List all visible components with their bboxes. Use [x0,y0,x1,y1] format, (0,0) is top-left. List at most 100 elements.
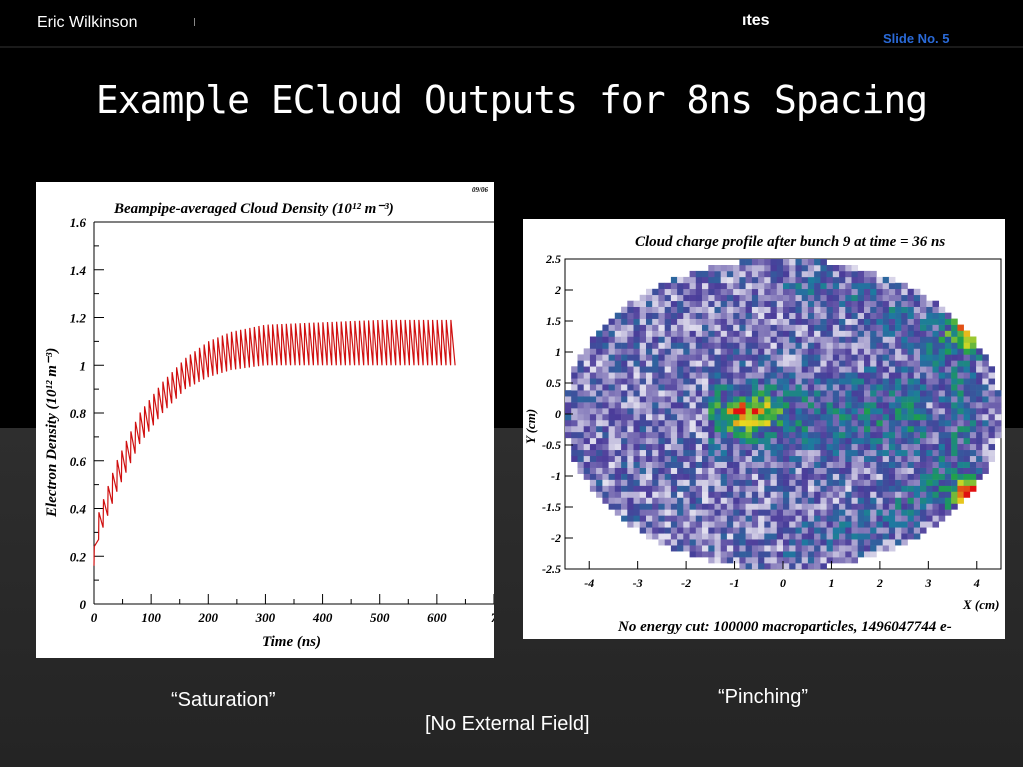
chart2-cell [776,384,784,391]
chart2-cell [938,330,946,337]
chart2-cell [708,533,715,540]
charge-profile-chart: Cloud charge profile after bunch 9 at ti… [523,234,1002,635]
chart2-cell [627,515,634,522]
chart2-cell [851,414,859,421]
chart2-cell [882,485,890,492]
chart2-y-tick-label: 2 [554,283,561,297]
chart2-cell [720,479,728,486]
chart2-cell [577,366,585,373]
chart2-cell [602,348,609,355]
chart2-cell [776,437,784,445]
chart2-cell [938,437,946,445]
chart2-cell [801,503,809,510]
chart2-cell [783,449,790,457]
chart2-cell [614,420,622,427]
chart2-cell [932,300,940,307]
chart2-cell [758,276,765,284]
chart2-cell [708,390,715,397]
chart2-cell [689,479,697,486]
chart2-cell [789,396,796,403]
chart2-cell [801,270,809,278]
chart2-cell [745,318,753,325]
chart2-cell [814,455,821,462]
chart2-cell [864,431,871,439]
chart2-cell [589,443,597,451]
chart2-cell [726,467,734,474]
chart2-cell [627,443,634,451]
chart2-cell [832,265,840,272]
chart2-cell [652,402,659,409]
chart2-cell [770,479,778,486]
chart2-cell [876,402,883,409]
chart2-cell [789,509,796,516]
chart2-cell [652,425,659,433]
chart2-cell [839,455,846,462]
chart2-cell [832,485,840,492]
chart2-cell [807,336,815,343]
chart2-cell [807,300,815,307]
chart2-cell [963,473,971,480]
chart2-cell [708,473,715,480]
chart2-cell [926,425,933,433]
chart2-cell [751,342,759,349]
chart2-cell [714,306,722,313]
chart2-cell [957,336,964,343]
chart2-cell [864,306,871,313]
chart2-cell [901,431,908,439]
chart2-cell [895,521,902,528]
chart2-cell [758,342,765,349]
chart2-cell [851,539,859,546]
chart2-cell [801,509,809,516]
chart2-cell [627,509,634,516]
chart2-cell [677,360,684,367]
chart2-cell [702,491,709,498]
chart2-cell [938,342,946,349]
chart2-cell [901,437,908,445]
chart2-cell [733,324,740,331]
chart2-cell [770,360,778,367]
chart2-cell [714,527,722,534]
chart2-cell [664,515,672,522]
chart2-cell [870,276,877,284]
chart2-cell [751,449,759,457]
chart2-cell [907,509,915,516]
chart2-cell [944,408,952,415]
chart2-cell [820,461,827,468]
chart2-cell [639,348,647,355]
chart2-cell [870,366,877,373]
chart2-cell [951,437,958,445]
chart2-cell [776,533,784,540]
chart2-cell [764,443,771,451]
chart2-cell [621,348,628,355]
chart2-cell [807,306,815,313]
chart2-cell [708,384,715,391]
chart2-cell [851,318,859,325]
chart2-x-tick-label: 2 [876,576,883,590]
chart2-cell [708,455,715,462]
chart2-cell [720,539,728,546]
chart2-cell [726,443,734,451]
chart2-cell [807,342,815,349]
chart2-cell [714,485,722,492]
chart2-cell [689,437,697,445]
chart2-cell [969,378,977,385]
chart2-cell [602,330,609,337]
chart2-cell [702,521,709,528]
chart2-cell [938,348,946,355]
chart2-cell [764,396,771,403]
chart2-cell [783,443,790,451]
chart2-cell [789,390,796,397]
chart2-cell [708,300,715,307]
chart2-cell [957,461,964,468]
chart2-cell [776,402,784,409]
chart2-cell [832,455,840,462]
chart2-cell [907,479,915,486]
chart2-cell [670,545,678,552]
chart2-cell [751,479,759,486]
chart2-cell [814,384,821,391]
chart2-cell [733,497,740,504]
chart2-cell [664,318,672,325]
chart2-cell [683,497,690,504]
chart2-cell [969,384,977,391]
chart2-cell [602,473,609,480]
